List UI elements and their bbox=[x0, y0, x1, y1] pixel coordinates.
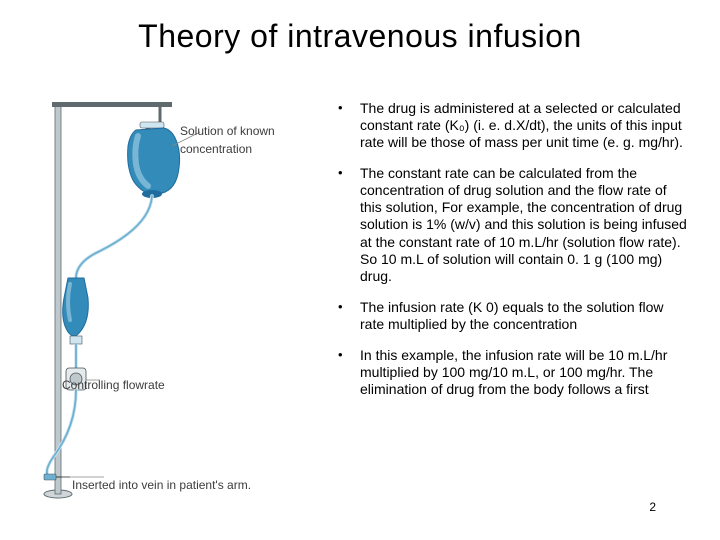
label-flowrate-text: Controlling flowrate bbox=[62, 378, 165, 392]
bullet-text: The constant rate can be calculated from… bbox=[360, 165, 690, 285]
slide-title: Theory of intravenous infusion bbox=[0, 18, 720, 55]
bullet-dot-icon: • bbox=[338, 347, 360, 398]
label-solution-text: Solution of known concentration bbox=[180, 124, 275, 156]
label-flowrate: Controlling flowrate bbox=[62, 376, 222, 394]
drip-chamber-icon bbox=[63, 278, 89, 344]
label-vein-text: Inserted into vein in patient's arm. bbox=[72, 478, 251, 492]
label-vein: Inserted into vein in patient's arm. bbox=[72, 476, 282, 494]
list-item: • The infusion rate (K 0) equals to the … bbox=[338, 299, 690, 333]
slide: Theory of intravenous infusion bbox=[0, 0, 720, 540]
bullet-list: • The drug is administered at a selected… bbox=[338, 100, 690, 412]
iv-bag-icon bbox=[128, 128, 180, 198]
bullet-text: The drug is administered at a selected o… bbox=[360, 100, 690, 151]
bullet-dot-icon: • bbox=[338, 165, 360, 285]
bullet-text: The infusion rate (K 0) equals to the so… bbox=[360, 299, 690, 333]
list-item: • The drug is administered at a selected… bbox=[338, 100, 690, 151]
list-item: • In this example, the infusion rate wil… bbox=[338, 347, 690, 398]
bullet-dot-icon: • bbox=[338, 299, 360, 333]
bullet-dot-icon: • bbox=[338, 100, 360, 151]
label-solution: Solution of known concentration bbox=[180, 122, 300, 158]
list-item: • The constant rate can be calculated fr… bbox=[338, 165, 690, 285]
page-number: 2 bbox=[649, 500, 656, 514]
bullet-text: In this example, the infusion rate will … bbox=[360, 347, 690, 398]
